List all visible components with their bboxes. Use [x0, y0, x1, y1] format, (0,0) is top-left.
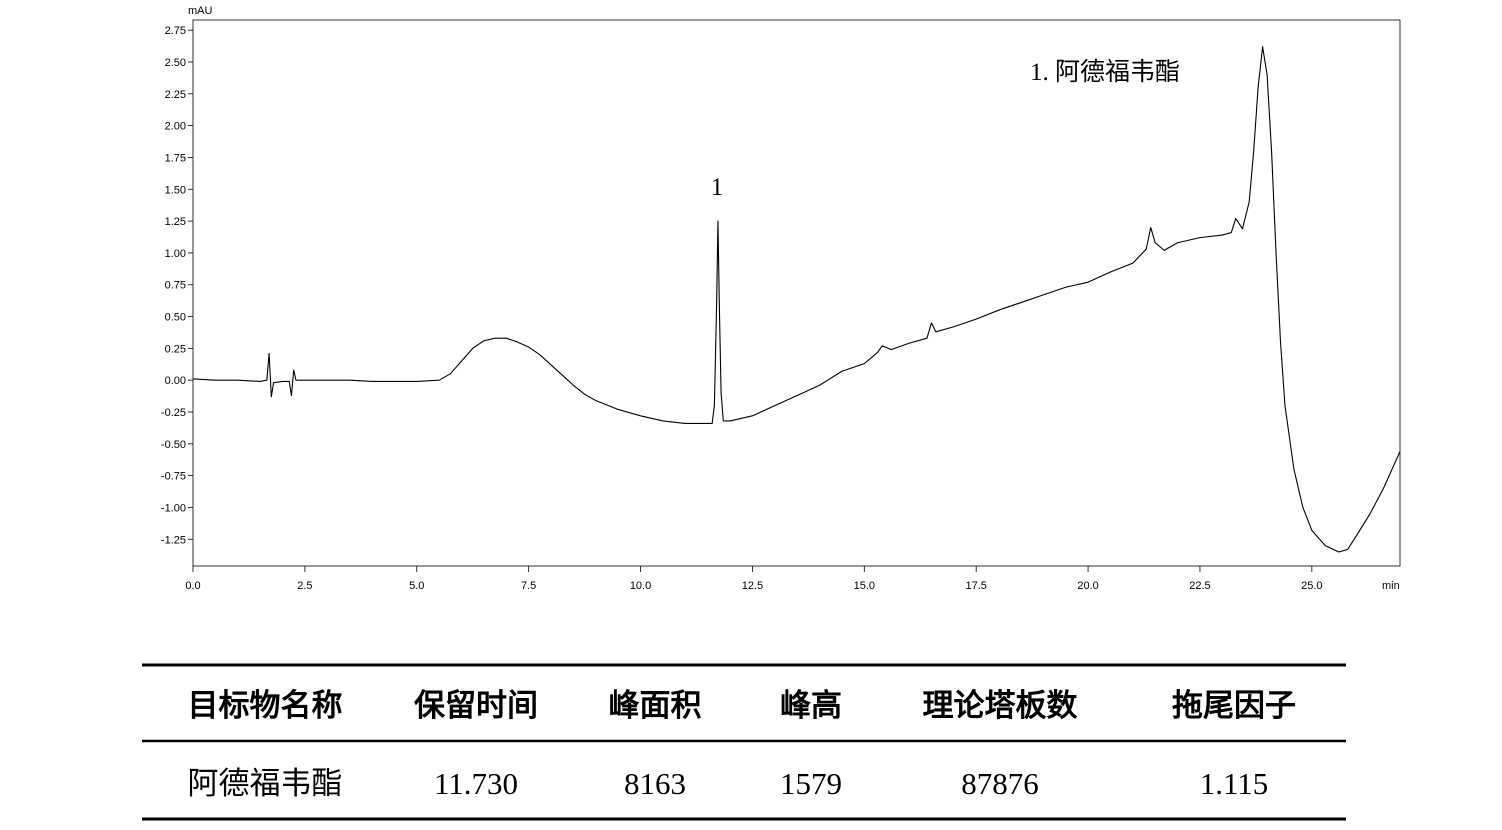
- x-tick-label: 17.5: [965, 580, 986, 592]
- y-tick-label: 0.00: [165, 375, 186, 387]
- x-tick-label: 22.5: [1189, 580, 1210, 592]
- x-tick-label: 10.0: [630, 580, 651, 592]
- x-tick-label: 15.0: [854, 580, 875, 592]
- y-tick-label: 0.75: [165, 280, 186, 292]
- table-cell: 1.115: [1200, 766, 1269, 801]
- y-tick-label: -0.75: [161, 471, 186, 483]
- table-header-cell: 理论塔板数: [923, 688, 1078, 724]
- y-tick-label: -1.25: [161, 534, 186, 546]
- y-tick-label: -0.50: [161, 439, 186, 451]
- table-cell: 87876: [961, 766, 1039, 801]
- peak-legend: 1. 阿德福韦酯: [1030, 58, 1180, 86]
- x-tick-label: 12.5: [742, 580, 763, 592]
- table-header-cell: 目标物名称: [188, 688, 343, 724]
- table-cell: 8163: [624, 766, 686, 801]
- x-tick-label: 20.0: [1077, 580, 1098, 592]
- table-header-cell: 保留时间: [414, 688, 538, 724]
- y-tick-label: 1.75: [165, 152, 186, 164]
- peak-label: 1: [711, 174, 724, 201]
- y-tick-label: -1.00: [161, 502, 186, 514]
- table-header-cell: 峰高: [780, 688, 842, 724]
- y-tick-label: 0.25: [165, 343, 186, 355]
- y-axis-label: mAU: [188, 5, 213, 17]
- y-tick-label: 2.25: [165, 89, 186, 101]
- y-tick-label: 1.00: [165, 248, 186, 260]
- y-tick-label: 0.50: [165, 312, 186, 324]
- y-tick-label: 2.50: [165, 57, 186, 69]
- y-tick-label: -0.25: [161, 407, 186, 419]
- table-header-cell: 峰面积: [609, 688, 702, 724]
- trace-line: [192, 46, 1401, 553]
- y-tick-label: 1.25: [165, 216, 186, 228]
- table-cell: 11.730: [434, 766, 518, 801]
- y-tick-label: 1.50: [165, 184, 186, 196]
- y-tick-label: 2.00: [165, 121, 186, 133]
- x-axis-label: min: [1382, 580, 1400, 592]
- x-tick-label: 25.0: [1301, 580, 1322, 592]
- x-tick-label: 7.5: [521, 580, 536, 592]
- x-tick-label: 5.0: [409, 580, 424, 592]
- table-cell: 阿德福韦酯: [188, 766, 343, 801]
- table-cell: 1579: [780, 766, 842, 801]
- y-tick-label: 2.75: [165, 25, 186, 37]
- plot-frame: [192, 19, 1401, 567]
- x-tick-label: 2.5: [297, 580, 312, 592]
- x-tick-label: 0.0: [185, 580, 200, 592]
- table-header-cell: 拖尾因子: [1172, 688, 1296, 724]
